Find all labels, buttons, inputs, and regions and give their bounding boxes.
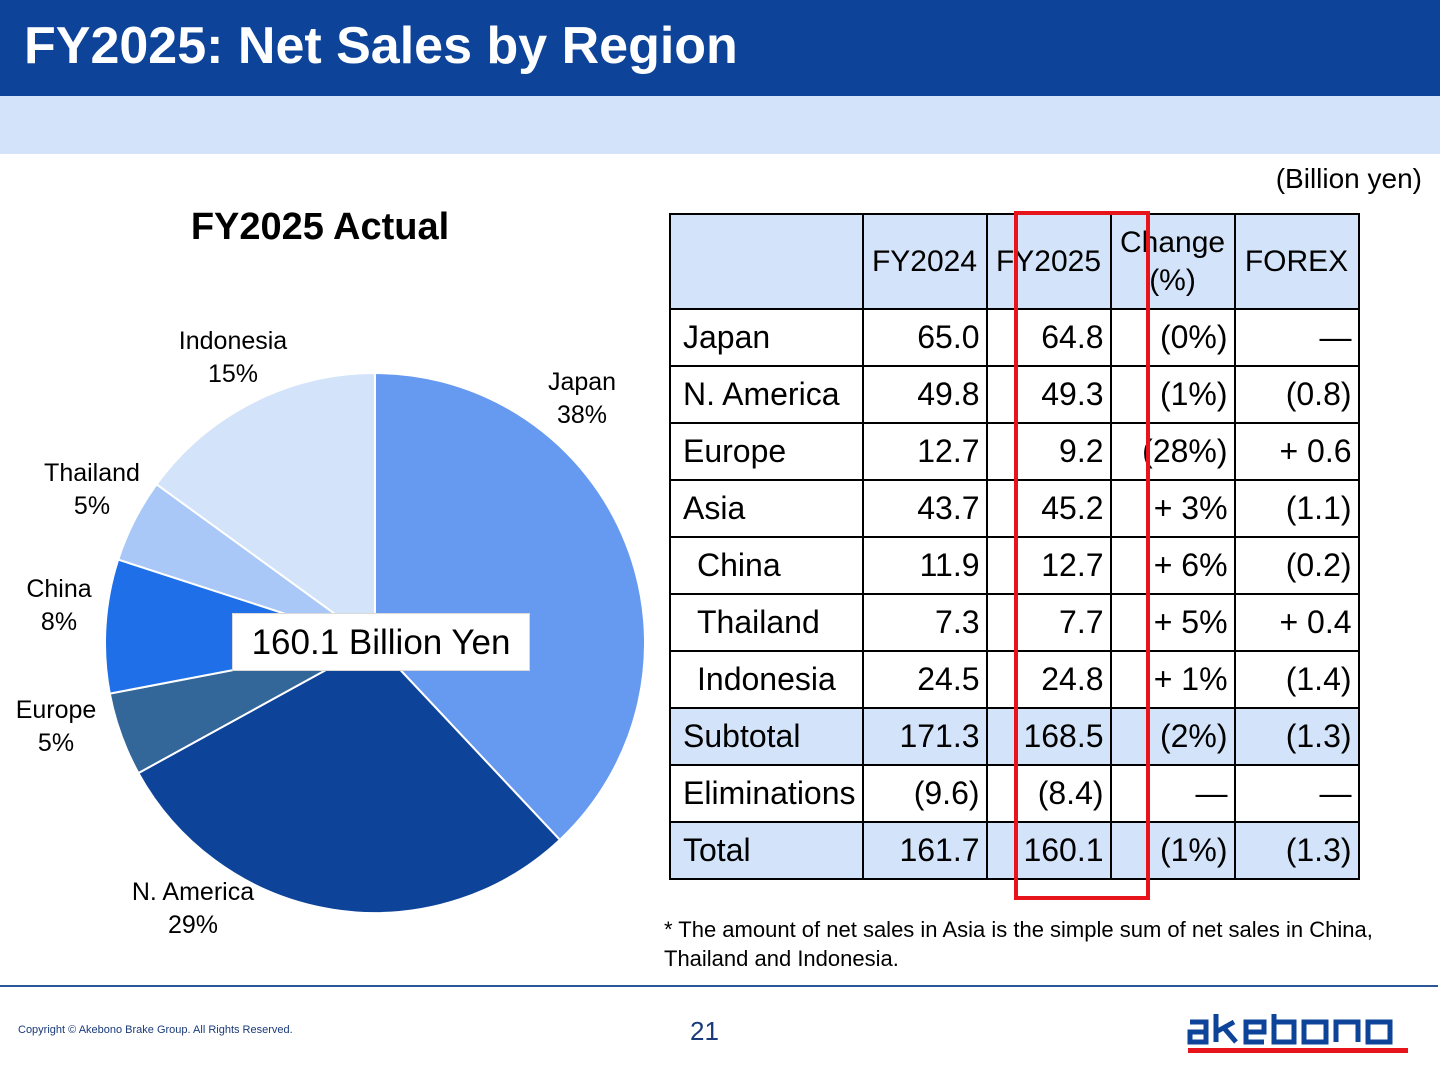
- cell-fy2025: 9.2: [985, 422, 1112, 481]
- header-change: Change (%): [1109, 213, 1236, 310]
- cell-fy2025: 24.8: [985, 650, 1112, 709]
- table-row: Indonesia 24.5 24.8 + 1% (1.4): [669, 650, 1360, 709]
- pie-label-percent: 5%: [74, 492, 110, 520]
- copyright-text: Copyright © Akebono Brake Group. All Rig…: [18, 1024, 293, 1036]
- table-row: Europe 12.7 9.2 (28%) + 0.6: [669, 422, 1360, 481]
- cell-change: (2%): [1109, 707, 1236, 766]
- cell-forex: + 0.6: [1233, 422, 1360, 481]
- pie-chart: Japan 38% N. America 29% Europe 5% China 8% Thai…: [16, 327, 646, 939]
- pie-label-name: Europe: [16, 696, 97, 724]
- table-row: Japan 65.0 64.8 (0%) ―: [669, 308, 1360, 367]
- cell-forex: (1.1): [1233, 479, 1360, 538]
- cell-change: + 1%: [1109, 650, 1236, 709]
- pie-slice-n-america: [137, 641, 562, 914]
- cell-fy2024: 65.0: [861, 308, 988, 367]
- row-label: Eliminations: [669, 764, 864, 823]
- cell-fy2025: 45.2: [985, 479, 1112, 538]
- header-change-line: (%): [1149, 263, 1196, 297]
- cell-forex: (1.3): [1233, 821, 1360, 880]
- chart-title: FY2025 Actual: [190, 206, 450, 248]
- table-row: Thailand 7.3 7.7 + 5% + 0.4: [669, 593, 1360, 652]
- cell-change: ―: [1109, 764, 1236, 823]
- cell-fy2025: (8.4): [985, 764, 1112, 823]
- pie-label-name: Japan: [548, 368, 616, 396]
- cell-forex: (0.8): [1233, 365, 1360, 424]
- cell-fy2025: 168.5: [985, 707, 1112, 766]
- cell-fy2024: 171.3: [861, 707, 988, 766]
- pie-label-percent: 29%: [168, 911, 218, 939]
- cell-fy2024: 43.7: [861, 479, 988, 538]
- cell-fy2024: 161.7: [861, 821, 988, 880]
- table-row: Asia 43.7 45.2 + 3% (1.1): [669, 479, 1360, 538]
- pie-label-percent: 15%: [208, 360, 258, 388]
- slide-title: FY2025: Net Sales by Region: [24, 17, 738, 75]
- unit-note: (Billion yen): [1275, 163, 1422, 194]
- slide-header: FY2025: Net Sales by Region: [0, 0, 1440, 96]
- cell-fy2024: 49.8: [861, 365, 988, 424]
- row-label: Japan: [669, 308, 864, 367]
- akebono-logo: [1187, 1014, 1408, 1053]
- pie-label-percent: 8%: [41, 608, 77, 636]
- header-forex: FOREX: [1233, 213, 1360, 310]
- cell-fy2025: 64.8: [985, 308, 1112, 367]
- row-label: N. America: [669, 365, 864, 424]
- cell-forex: + 0.4: [1233, 593, 1360, 652]
- cell-forex: (1.3): [1233, 707, 1360, 766]
- cell-change: (1%): [1109, 365, 1236, 424]
- pie-center-label: 160.1 Billion Yen: [232, 613, 530, 671]
- row-label: Thailand: [669, 593, 864, 652]
- cell-fy2025: 160.1: [985, 821, 1112, 880]
- pie-slice-indonesia: [155, 371, 376, 645]
- row-label: China: [669, 536, 864, 595]
- footer-divider: [0, 985, 1438, 987]
- cell-fy2024: (9.6): [861, 764, 988, 823]
- page-number: 21: [690, 1016, 719, 1046]
- subtitle-band: [0, 96, 1440, 154]
- table-row: Eliminations (9.6) (8.4) ― ―: [669, 764, 1360, 823]
- cell-fy2024: 7.3: [861, 593, 988, 652]
- cell-change: + 3%: [1109, 479, 1236, 538]
- header-change-line: Change: [1119, 225, 1226, 259]
- header-blank: [669, 213, 864, 310]
- sales-table: FY2024 FY2025 Change (%) FOREX Japan 65.0 6…: [669, 213, 1360, 880]
- cell-forex: ―: [1233, 308, 1360, 367]
- cell-fy2025: 12.7: [985, 536, 1112, 595]
- row-label: Subtotal: [669, 707, 864, 766]
- table-header-row: FY2024 FY2025 Change (%) FOREX: [669, 213, 1360, 310]
- cell-change: (1%): [1109, 821, 1236, 880]
- cell-fy2024: 24.5: [861, 650, 988, 709]
- pie-label-name: Thailand: [44, 459, 140, 487]
- cell-change: (28%): [1109, 422, 1236, 481]
- row-label: Indonesia: [669, 650, 864, 709]
- cell-change: + 6%: [1109, 536, 1236, 595]
- cell-fy2024: 11.9: [861, 536, 988, 595]
- row-label: Europe: [669, 422, 864, 481]
- pie-label-percent: 5%: [38, 729, 74, 757]
- cell-fy2025: 49.3: [985, 365, 1112, 424]
- table-row: Total 161.7 160.1 (1%) (1.3): [669, 821, 1360, 880]
- footnote: * The amount of net sales in Asia is the…: [664, 917, 1373, 971]
- pie-label-percent: 38%: [557, 401, 607, 429]
- table-row: China 11.9 12.7 + 6% (0.2): [669, 536, 1360, 595]
- header-fy2025: FY2025: [985, 213, 1112, 310]
- cell-forex: (0.2): [1233, 536, 1360, 595]
- cell-change: (0%): [1109, 308, 1236, 367]
- table-row: N. America 49.8 49.3 (1%) (0.8): [669, 365, 1360, 424]
- cell-fy2024: 12.7: [861, 422, 988, 481]
- table-row: Subtotal 171.3 168.5 (2%) (1.3): [669, 707, 1360, 766]
- row-label: Asia: [669, 479, 864, 538]
- header-fy2024: FY2024: [861, 213, 988, 310]
- cell-change: + 5%: [1109, 593, 1236, 652]
- pie-label-name: N. America: [132, 878, 254, 906]
- row-label: Total: [669, 821, 864, 880]
- pie-label-name: China: [26, 575, 91, 603]
- cell-forex: (1.4): [1233, 650, 1360, 709]
- pie-label-name: Indonesia: [179, 327, 288, 355]
- cell-fy2025: 7.7: [985, 593, 1112, 652]
- pie-slice-japan: [374, 371, 646, 842]
- cell-forex: ―: [1233, 764, 1360, 823]
